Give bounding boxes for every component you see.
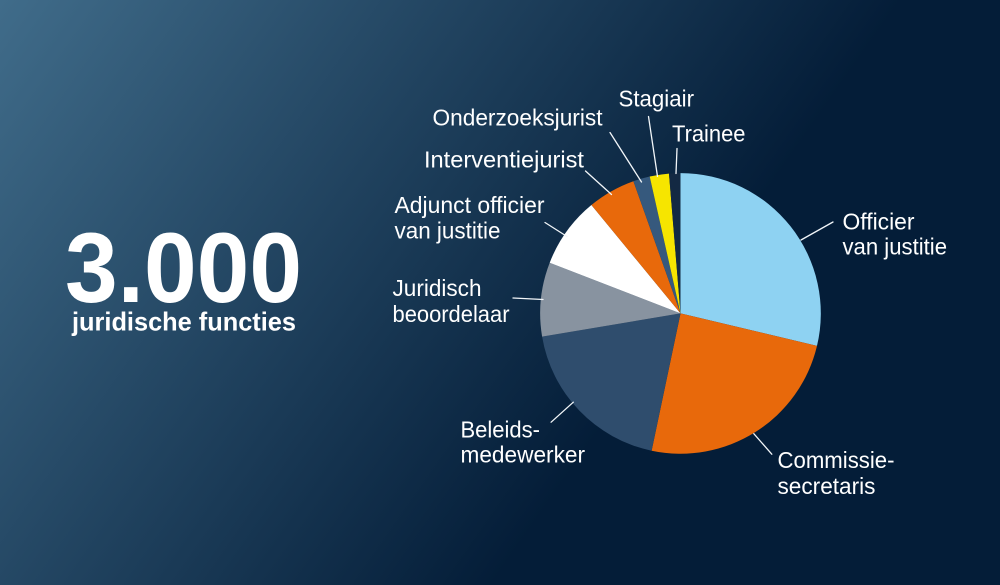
svg-text:Adjunct officier: Adjunct officier bbox=[395, 192, 545, 218]
svg-text:beoordelaar: beoordelaar bbox=[393, 301, 510, 327]
svg-text:Beleids-: Beleids- bbox=[461, 417, 541, 443]
svg-text:3.000: 3.000 bbox=[65, 212, 302, 323]
svg-text:Juridisch: Juridisch bbox=[393, 275, 482, 301]
svg-text:Commissie-: Commissie- bbox=[778, 447, 895, 473]
svg-text:Officier: Officier bbox=[843, 209, 915, 235]
svg-text:Stagiair: Stagiair bbox=[619, 86, 695, 112]
svg-text:Interventiejurist: Interventiejurist bbox=[424, 147, 584, 173]
svg-text:medewerker: medewerker bbox=[461, 442, 586, 468]
svg-text:Trainee: Trainee bbox=[672, 121, 746, 147]
svg-text:Onderzoeksjurist: Onderzoeksjurist bbox=[433, 105, 603, 131]
svg-text:secretaris: secretaris bbox=[778, 473, 876, 499]
svg-text:juridische functies: juridische functies bbox=[71, 306, 296, 336]
svg-text:van justitie: van justitie bbox=[843, 234, 948, 260]
svg-text:van justitie: van justitie bbox=[395, 218, 501, 244]
